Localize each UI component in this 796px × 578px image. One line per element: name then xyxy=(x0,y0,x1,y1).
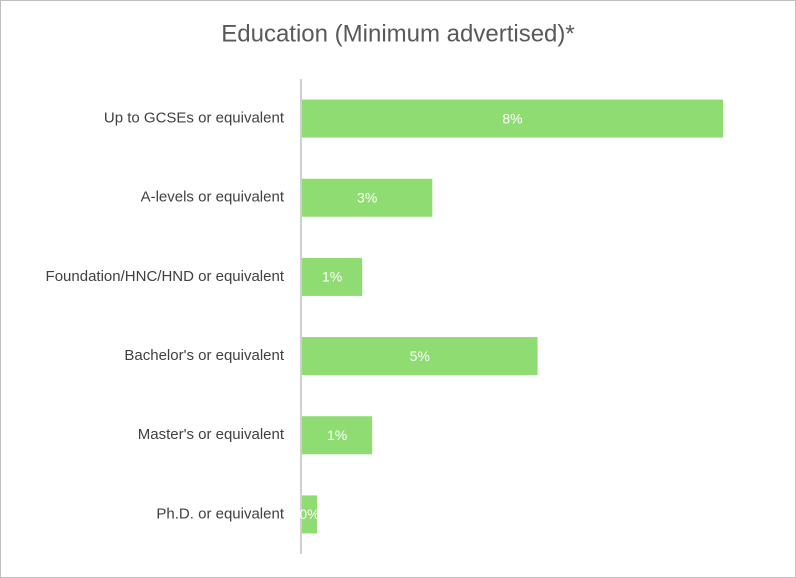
bar xyxy=(302,495,318,534)
bar xyxy=(302,178,433,217)
category-label: Bachelor's or equivalent xyxy=(124,347,284,364)
category-label: Master's or equivalent xyxy=(138,426,285,443)
category-label: Foundation/HNC/HND or equivalent xyxy=(46,268,285,285)
value-label: 0% xyxy=(299,506,319,522)
chart-title: Education (Minimum advertised)* xyxy=(221,20,574,47)
bar xyxy=(302,257,363,296)
bar xyxy=(302,99,723,138)
bar xyxy=(302,337,538,376)
category-label: Ph.D. or equivalent xyxy=(156,505,284,522)
bar xyxy=(302,416,373,455)
category-label: Up to GCSEs or equivalent xyxy=(104,110,285,127)
category-label: A-levels or equivalent xyxy=(141,189,285,206)
value-label: 5% xyxy=(410,348,430,364)
value-label: 8% xyxy=(502,110,522,126)
value-label: 1% xyxy=(322,269,342,285)
value-label: 1% xyxy=(327,427,347,443)
value-label: 3% xyxy=(357,189,377,205)
